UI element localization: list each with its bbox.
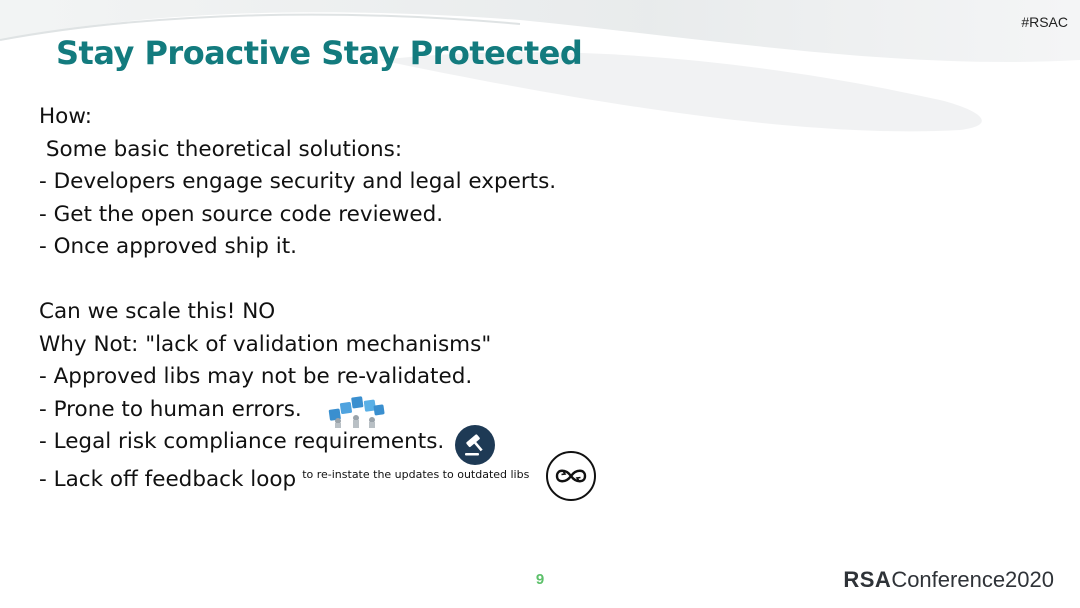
body-line: - Get the open source code reviewed. bbox=[39, 201, 444, 227]
body-line-feedback: - Lack off feedback loop to re-instate th… bbox=[39, 459, 679, 492]
body-line: - Legal risk compliance requirements. bbox=[39, 429, 445, 454]
body-line-blank bbox=[39, 264, 679, 297]
body-line: - Approved libs may not be re-validated. bbox=[39, 364, 473, 389]
body-line: Why Not: "lack of validation mechanisms" bbox=[39, 331, 492, 357]
slide-title: Stay Proactive Stay Protected bbox=[56, 34, 583, 72]
rsac-hashtag: #RSAC bbox=[1021, 14, 1068, 30]
error-blocks-icon bbox=[328, 396, 385, 428]
slide-body: How: Some basic theoretical solutions: -… bbox=[39, 101, 679, 492]
gavel-icon bbox=[455, 425, 495, 465]
body-line: Can we scale this! NO bbox=[39, 299, 276, 324]
page-number: 9 bbox=[535, 571, 545, 588]
rsa-conference-logo: RSAConference2020 bbox=[843, 567, 1054, 593]
feedback-note: to re-instate the updates to outdated li… bbox=[302, 467, 530, 481]
body-line: How: bbox=[39, 104, 92, 129]
infinity-loop-icon bbox=[546, 451, 596, 501]
header-swoosh-decoration bbox=[0, 0, 1080, 132]
brand-strong: RSA bbox=[843, 567, 892, 592]
body-line: Some basic theoretical solutions: bbox=[39, 136, 403, 162]
body-line: - Prone to human errors. bbox=[39, 396, 302, 422]
brand-rest: Conference2020 bbox=[891, 567, 1054, 592]
body-line: - Once approved ship it. bbox=[39, 234, 297, 259]
body-line: - Developers engage security and legal e… bbox=[39, 169, 557, 194]
feedback-loop-text: - Lack off feedback loop bbox=[39, 466, 297, 492]
